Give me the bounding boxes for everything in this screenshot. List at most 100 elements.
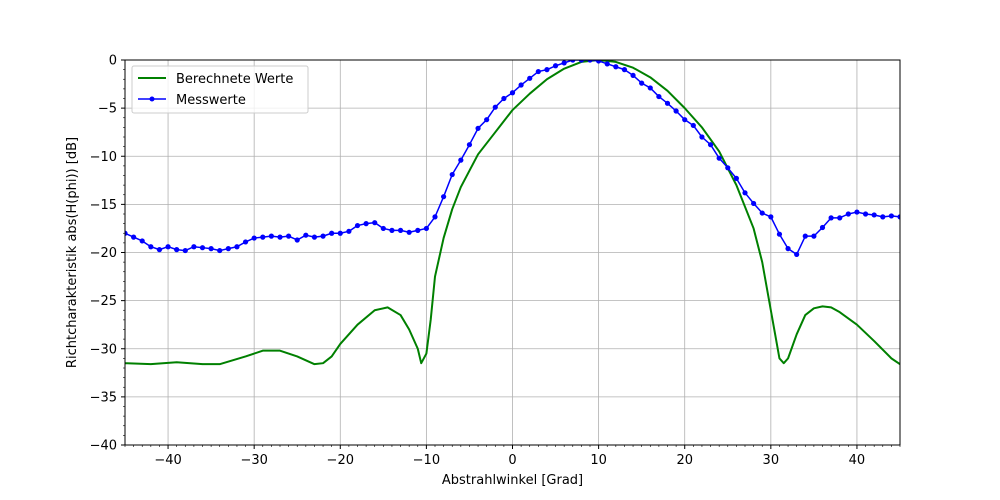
y-tick-label: −10: [90, 150, 117, 165]
data-point-messwerte: [587, 60, 593, 63]
data-point-messwerte: [527, 75, 533, 81]
x-tick-label: 10: [590, 453, 607, 468]
data-point-messwerte: [441, 194, 447, 200]
x-tick-label: −20: [327, 453, 354, 468]
data-point-messwerte: [125, 230, 128, 236]
data-point-messwerte: [251, 235, 257, 241]
data-point-messwerte: [458, 157, 464, 163]
data-point-messwerte: [828, 215, 834, 221]
data-point-messwerte: [225, 246, 231, 252]
data-point-messwerte: [776, 231, 783, 237]
data-point-messwerte: [286, 233, 292, 239]
data-point-messwerte: [811, 233, 817, 239]
data-point-messwerte: [570, 60, 576, 63]
series-line-berechnete-werte: [125, 60, 900, 366]
y-tick-label: −40: [90, 439, 117, 454]
data-point-messwerte: [234, 244, 240, 250]
data-point-messwerte: [699, 134, 705, 140]
data-point-messwerte: [897, 214, 900, 220]
data-point-messwerte: [191, 244, 197, 250]
data-point-messwerte: [217, 247, 223, 254]
data-point-messwerte: [389, 227, 395, 233]
data-point-messwerte: [733, 175, 739, 181]
data-point-messwerte: [819, 224, 826, 231]
data-point-messwerte: [131, 234, 137, 240]
data-point-messwerte: [544, 67, 550, 73]
data-point-messwerte: [329, 230, 335, 236]
data-point-messwerte: [509, 90, 516, 96]
data-point-messwerte: [199, 245, 206, 251]
data-point-messwerte: [484, 117, 490, 123]
y-axis-label: Richtcharakteristik abs(H(phi)) [dB]: [65, 137, 80, 368]
data-point-messwerte: [535, 68, 541, 75]
data-point-messwerte: [268, 233, 274, 239]
data-point-messwerte: [673, 108, 679, 114]
data-point-messwerte: [260, 234, 266, 240]
data-point-messwerte: [664, 100, 671, 106]
data-point-messwerte: [501, 95, 507, 102]
data-point-messwerte: [449, 171, 455, 178]
data-point-messwerte: [751, 200, 757, 207]
legend: Berechnete Werte Messwerte: [131, 65, 309, 114]
data-point-messwerte: [337, 230, 343, 236]
data-point-messwerte: [492, 104, 498, 110]
data-point-messwerte: [208, 246, 214, 252]
data-point-messwerte: [639, 80, 645, 86]
data-point-messwerte: [294, 237, 300, 243]
data-point-messwerte: [552, 63, 559, 69]
data-point-messwerte: [363, 221, 369, 227]
data-point-messwerte: [415, 227, 421, 233]
x-tick-label: −40: [154, 453, 181, 468]
data-point-messwerte: [139, 238, 145, 244]
data-point-messwerte: [682, 117, 688, 123]
data-point-messwerte: [165, 244, 171, 250]
y-tick-label: −35: [90, 390, 117, 405]
data-point-messwerte: [880, 214, 886, 220]
data-point-messwerte: [354, 222, 361, 229]
data-point-messwerte: [380, 225, 386, 232]
series-layer: [125, 60, 900, 366]
data-point-messwerte: [716, 155, 722, 161]
data-point-messwerte: [630, 72, 636, 78]
legend-label-berechnete-werte: Berechnete Werte: [176, 72, 293, 87]
data-point-messwerte: [785, 246, 791, 252]
legend-marker-messwerte: [149, 96, 155, 102]
data-point-messwerte: [303, 232, 309, 238]
data-point-messwerte: [466, 142, 473, 148]
data-point-messwerte: [320, 233, 326, 239]
y-tick-label: −25: [90, 294, 117, 309]
y-tick-label: 0: [109, 54, 117, 69]
x-tick-label: 40: [849, 453, 866, 468]
data-point-messwerte: [518, 82, 524, 88]
y-tick-label: −5: [98, 102, 117, 117]
data-point-messwerte: [742, 190, 748, 196]
data-point-messwerte: [277, 234, 283, 240]
data-point-messwerte: [148, 244, 154, 250]
data-point-messwerte: [725, 165, 731, 171]
x-tick-label: 30: [763, 453, 780, 468]
data-point-messwerte: [656, 93, 662, 100]
data-point-messwerte: [613, 64, 619, 70]
x-tick-label: −10: [413, 453, 440, 468]
y-tick-label: −15: [90, 198, 117, 213]
legend-label-messwerte: Messwerte: [176, 93, 246, 108]
y-tick-label: −20: [90, 246, 117, 261]
data-point-messwerte: [596, 60, 602, 64]
data-point-messwerte: [794, 251, 800, 258]
data-point-messwerte: [561, 60, 567, 66]
x-axis-label: Abstrahlwinkel [Grad]: [442, 473, 583, 488]
data-point-messwerte: [862, 211, 869, 217]
data-point-messwerte: [156, 247, 163, 253]
data-point-messwerte: [621, 67, 628, 73]
data-point-messwerte: [174, 247, 180, 253]
data-point-messwerte: [182, 247, 188, 254]
x-tick-label: 0: [508, 453, 516, 468]
data-point-messwerte: [802, 233, 808, 239]
data-point-messwerte: [854, 209, 860, 215]
data-point-messwerte: [871, 212, 877, 218]
data-point-messwerte: [311, 234, 318, 240]
data-point-messwerte: [690, 122, 696, 129]
data-point-messwerte: [768, 214, 774, 220]
data-point-messwerte: [423, 225, 429, 232]
